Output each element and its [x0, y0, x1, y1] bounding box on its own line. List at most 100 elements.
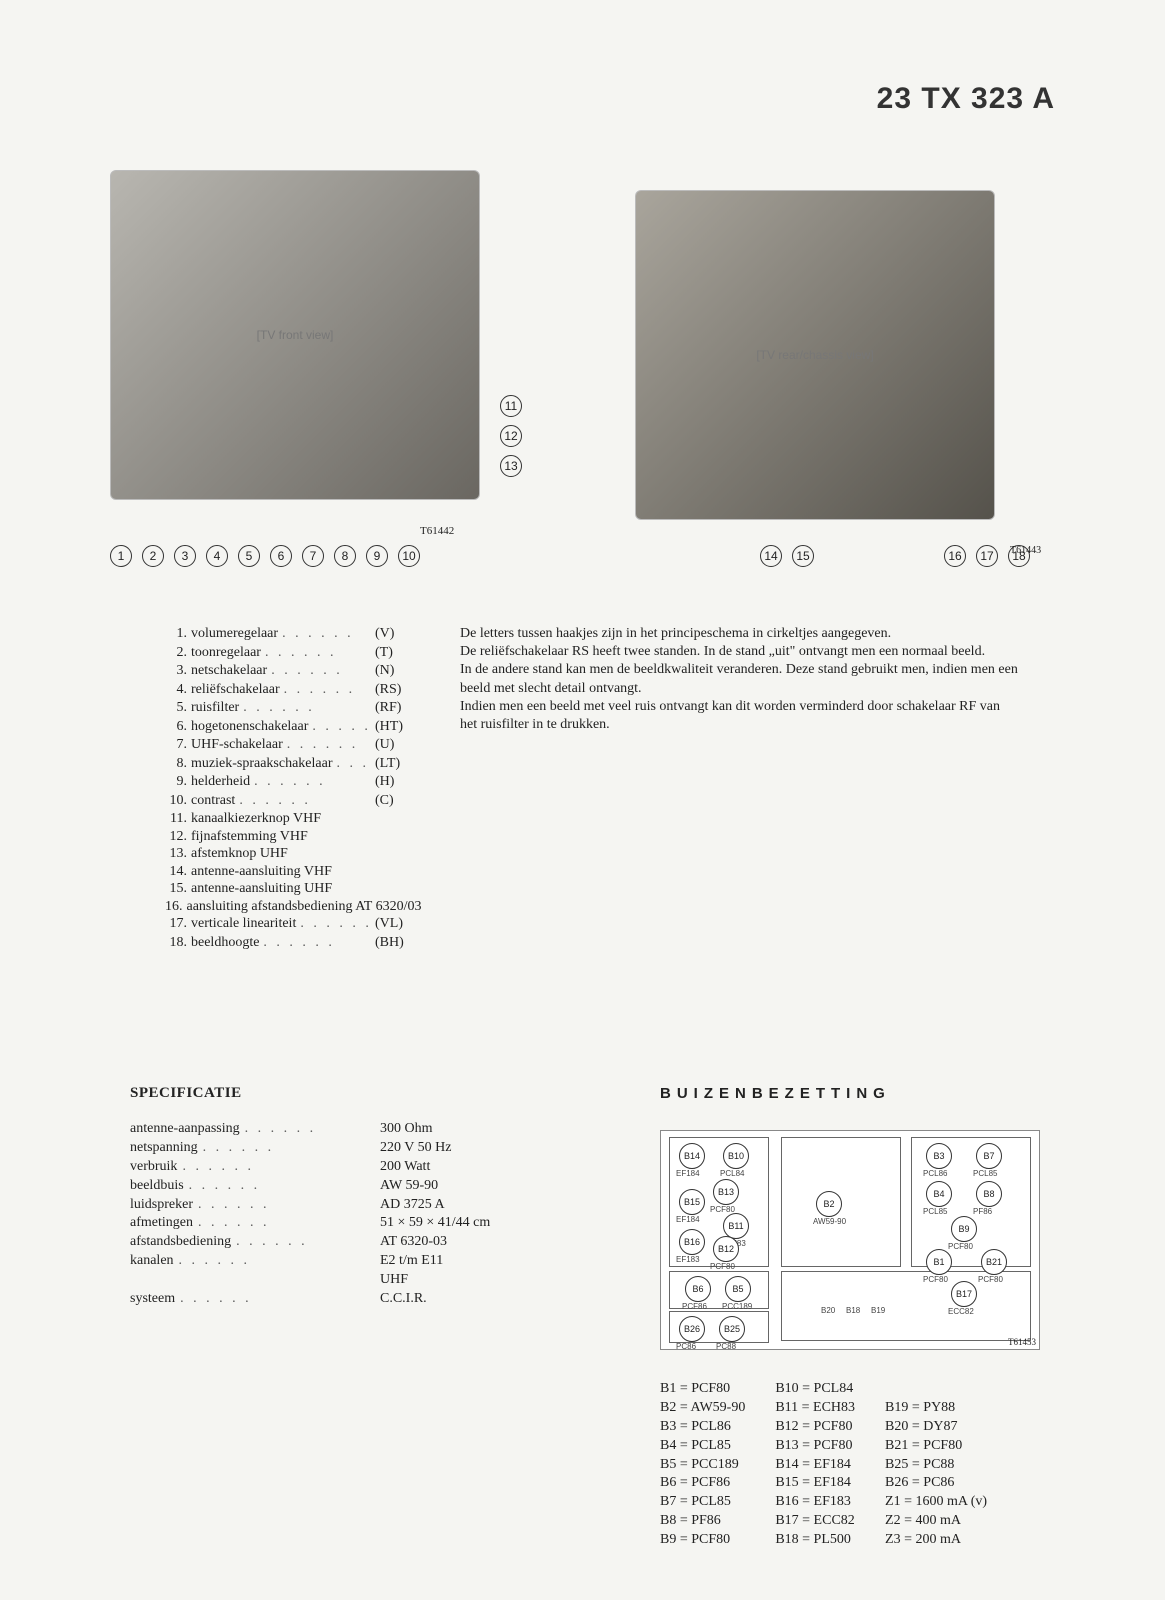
component-list: 1.volumeregelaar. . . . . .(V)2.toonrege… [165, 625, 415, 952]
tube-row: B4 = PCL85 [660, 1437, 745, 1456]
tube-small-label: B19 [871, 1306, 885, 1315]
tube-bubble-label: EF183 [676, 1255, 700, 1264]
component-row: 14.antenne-aansluiting VHF [165, 863, 415, 881]
tube-bubble-B14: B14 [679, 1143, 705, 1169]
tube-bubble-B25: B25 [719, 1316, 745, 1342]
component-row: 3.netschakelaar. . . . . .(N) [165, 662, 415, 681]
explain-line: Indien men een beeld met veel ruis ontva… [460, 698, 1020, 734]
tube-bubble-label: PCL85 [923, 1207, 947, 1216]
component-row: 7.UHF-schakelaar. . . . . .(U) [165, 736, 415, 755]
tube-row: B20 = DY87 [885, 1418, 987, 1437]
component-row: 10.contrast. . . . . .(C) [165, 792, 415, 811]
diagram-ref: T61453 [1008, 1337, 1036, 1347]
spec-row: afstandsbediening. . . . . .AT 6320-03 [130, 1233, 510, 1252]
explain-line: De reliëfschakelaar RS heeft twee stande… [460, 643, 1020, 661]
callout-7: 7 [302, 545, 324, 567]
tube-bubble-label: PCC189 [722, 1302, 752, 1311]
component-row: 11.kanaalkiezerknop VHF [165, 810, 415, 828]
callout-13: 13 [500, 455, 522, 477]
callout-4: 4 [206, 545, 228, 567]
tube-bubble-B1: B1 [926, 1249, 952, 1275]
tube-bubble-label: PCL85 [973, 1169, 997, 1178]
tube-row: B2 = AW59-90 [660, 1399, 745, 1418]
tube-bubble-label: PCF80 [978, 1275, 1003, 1284]
callout-5: 5 [238, 545, 260, 567]
component-row: 2.toonregelaar. . . . . .(T) [165, 644, 415, 663]
tube-small-label: B18 [846, 1306, 860, 1315]
tube-bubble-label: PF86 [973, 1207, 992, 1216]
component-row: 5.ruisfilter. . . . . .(RF) [165, 699, 415, 718]
tube-list: B1 = PCF80B2 = AW59-90B3 = PCL86B4 = PCL… [660, 1380, 987, 1550]
tube-row: B8 = PF86 [660, 1512, 745, 1531]
tube-row: B5 = PCC189 [660, 1456, 745, 1475]
tube-bubble-B4: B4 [926, 1181, 952, 1207]
spec-row: kanalen. . . . . .E2 t/m E11 [130, 1252, 510, 1271]
tube-bubble-B9: B9 [951, 1216, 977, 1242]
image-ref-right: T61443 [1010, 545, 1041, 556]
tube-bubble-B12: B12 [713, 1236, 739, 1262]
callout-1: 1 [110, 545, 132, 567]
tube-bubble-B10: B10 [723, 1143, 749, 1169]
tube-bubble-label: PCF86 [682, 1302, 707, 1311]
callout-15: 15 [792, 545, 814, 567]
component-row: 12.fijnafstemming VHF [165, 828, 415, 846]
tube-layout-diagram: T61453 B14EF184B10PCL84B15EF184B13PCF80B… [660, 1130, 1040, 1350]
tube-row: B9 = PCF80 [660, 1531, 745, 1550]
tube-row: B10 = PCL84 [775, 1380, 855, 1399]
component-row: 17.verticale lineariteit. . . . . .(VL) [165, 915, 415, 934]
tube-row: B26 = PC86 [885, 1474, 987, 1493]
tube-bubble-B5: B5 [725, 1276, 751, 1302]
callouts-back: 1415161718 [760, 545, 1030, 567]
callout-3: 3 [174, 545, 196, 567]
tube-row: B11 = ECH83 [775, 1399, 855, 1418]
tube-row: B17 = ECC82 [775, 1512, 855, 1531]
tv-back-photo: [TV rear/chassis view] [635, 190, 995, 520]
tube-row: B16 = EF183 [775, 1493, 855, 1512]
component-row: 18.beeldhoogte. . . . . .(BH) [165, 934, 415, 953]
tube-bubble-label: PCF80 [710, 1262, 735, 1271]
spec-row: antenne-aanpassing. . . . . .300 Ohm [130, 1120, 510, 1139]
buizenbezetting-heading: BUIZENBEZETTING [660, 1085, 891, 1102]
tube-row: B7 = PCL85 [660, 1493, 745, 1512]
tv-front-photo: [TV front view] [110, 170, 480, 500]
spec-row: UHF [130, 1271, 510, 1290]
tube-row: B6 = PCF86 [660, 1474, 745, 1493]
spec-row: afmetingen. . . . . .51 × 59 × 41/44 cm [130, 1214, 510, 1233]
tube-bubble-label: PCF80 [948, 1242, 973, 1251]
tube-bubble-B16: B16 [679, 1229, 705, 1255]
callout-16: 16 [944, 545, 966, 567]
image-ref-left: T61442 [420, 525, 454, 537]
tube-bubble-B7: B7 [976, 1143, 1002, 1169]
callout-17: 17 [976, 545, 998, 567]
callout-11: 11 [500, 395, 522, 417]
component-row: 8.muziek-spraakschakelaar. . . . . .(LT) [165, 755, 415, 774]
component-row: 4.reliëfschakelaar. . . . . .(RS) [165, 681, 415, 700]
callout-6: 6 [270, 545, 292, 567]
tube-row: Z1 = 1600 mA (v) [885, 1493, 987, 1512]
tube-bubble-label: PCL86 [923, 1169, 947, 1178]
tube-bubble-B2: B2 [816, 1191, 842, 1217]
tube-row: B15 = EF184 [775, 1474, 855, 1493]
tube-bubble-B17: B17 [951, 1281, 977, 1307]
explain-line: In de andere stand kan men de beeldkwali… [460, 661, 1020, 697]
tube-bubble-B21: B21 [981, 1249, 1007, 1275]
callout-8: 8 [334, 545, 356, 567]
component-row: 9.helderheid. . . . . .(H) [165, 773, 415, 792]
callout-2: 2 [142, 545, 164, 567]
tube-bubble-label: EF184 [676, 1215, 700, 1224]
component-row: 1.volumeregelaar. . . . . .(V) [165, 625, 415, 644]
tube-bubble-label: EF184 [676, 1169, 700, 1178]
component-row: 15.antenne-aansluiting UHF [165, 880, 415, 898]
page-title: 23 TX 323 A [877, 82, 1055, 116]
tube-row: B19 = PY88 [885, 1399, 987, 1418]
tube-row: B3 = PCL86 [660, 1418, 745, 1437]
tube-bubble-label: PC88 [716, 1342, 736, 1351]
tube-row: B1 = PCF80 [660, 1380, 745, 1399]
spec-row: luidspreker. . . . . .AD 3725 A [130, 1196, 510, 1215]
tube-bubble-B6: B6 [685, 1276, 711, 1302]
tube-bubble-B26: B26 [679, 1316, 705, 1342]
tube-row: B14 = EF184 [775, 1456, 855, 1475]
callouts-side: 111213 [500, 395, 522, 485]
spec-row: verbruik. . . . . .200 Watt [130, 1158, 510, 1177]
tube-bubble-label: PC86 [676, 1342, 696, 1351]
